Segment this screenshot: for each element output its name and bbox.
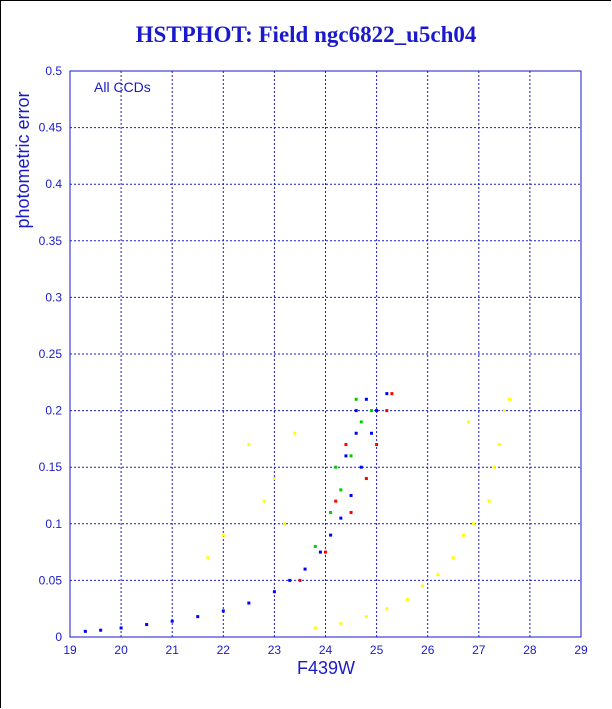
data-point — [283, 522, 287, 526]
chart-title: HSTPHOT: Field ngc6822_u5ch04 — [135, 22, 477, 47]
data-point — [487, 499, 491, 503]
data-point — [262, 499, 266, 503]
data-point — [507, 397, 511, 401]
x-axis-label: F439W — [297, 658, 355, 678]
data-point — [502, 409, 506, 413]
data-point — [313, 626, 317, 630]
data-point — [472, 522, 476, 526]
data-point — [303, 567, 307, 571]
data-point — [375, 443, 379, 447]
y-tick-label: 0.15 — [39, 460, 63, 474]
x-tick-label: 26 — [421, 643, 435, 657]
data-point — [375, 409, 379, 413]
grid-lines — [69, 70, 582, 638]
data-point — [344, 443, 348, 447]
y-tick-label: 0.4 — [45, 177, 62, 191]
x-tick-label: 21 — [166, 643, 180, 657]
data-point — [324, 550, 327, 554]
data-point — [145, 623, 149, 627]
data-point — [272, 477, 276, 481]
data-point — [390, 392, 394, 396]
data-point — [99, 628, 103, 632]
data-point — [339, 488, 343, 492]
data-point — [170, 619, 174, 623]
data-point — [344, 454, 348, 458]
data-point — [385, 409, 389, 413]
data-point — [492, 465, 496, 469]
data-point — [247, 443, 251, 447]
y-tick-label: 0.5 — [45, 64, 62, 78]
y-axis-label: photometric error — [13, 91, 33, 228]
data-point — [461, 533, 465, 537]
data-point — [196, 615, 200, 619]
data-point — [405, 598, 409, 602]
data-point — [349, 454, 353, 458]
data-point — [83, 629, 87, 633]
data-point — [421, 584, 425, 588]
y-tick-label: 0.3 — [45, 290, 62, 304]
annotation-all-ccds: All CCDs — [94, 79, 151, 95]
data-point — [497, 443, 501, 447]
data-point — [359, 465, 363, 469]
data-points — [83, 392, 511, 633]
y-tick-label: 0.05 — [39, 573, 63, 587]
data-point — [329, 533, 333, 537]
data-point — [119, 626, 123, 630]
data-point — [293, 431, 297, 435]
data-point — [364, 477, 368, 481]
data-point — [349, 494, 353, 497]
data-point — [334, 499, 338, 503]
x-tick-label: 28 — [523, 643, 537, 657]
data-point — [206, 556, 210, 560]
data-point — [339, 621, 343, 625]
y-tick-label: 0.2 — [45, 404, 62, 418]
x-tick-label: 25 — [370, 643, 384, 657]
x-tick-label: 22 — [217, 643, 231, 657]
data-point — [369, 409, 373, 413]
x-tick-label: 19 — [63, 643, 77, 657]
y-tick-label: 0.25 — [39, 347, 63, 361]
data-point — [329, 510, 333, 514]
data-point — [334, 465, 338, 469]
data-point — [364, 615, 368, 619]
data-point — [436, 573, 440, 577]
data-point — [313, 544, 317, 548]
data-point — [247, 601, 251, 605]
x-tick-label: 23 — [268, 643, 282, 657]
data-point — [349, 510, 353, 514]
y-tick-label: 0 — [55, 630, 62, 644]
data-point — [221, 609, 225, 613]
data-point — [451, 556, 455, 560]
data-point — [359, 420, 363, 424]
x-tick-label: 24 — [319, 643, 333, 657]
data-point — [364, 397, 368, 401]
data-point — [298, 578, 302, 582]
y-tick-label: 0.1 — [45, 517, 62, 531]
x-tick-label: 27 — [472, 643, 486, 657]
data-point — [354, 431, 358, 435]
data-point — [272, 590, 276, 594]
data-point — [221, 533, 225, 537]
y-tick-label: 0.45 — [39, 121, 63, 135]
data-point — [318, 550, 322, 554]
y-tick-label: 0.35 — [39, 234, 63, 248]
x-tick-label: 29 — [574, 643, 588, 657]
data-point — [467, 420, 471, 424]
x-tick-label: 20 — [114, 643, 128, 657]
data-point — [354, 397, 358, 401]
data-point — [354, 409, 358, 413]
data-point — [385, 607, 389, 611]
data-point — [369, 431, 373, 435]
data-point — [385, 392, 389, 396]
data-point — [288, 578, 292, 582]
tick-labels: 19 20 21 22 23 24 25 26 27 28 29 0 0.05 0.1 0.15 0.2 0.2… — [39, 64, 588, 657]
data-point — [339, 516, 343, 520]
